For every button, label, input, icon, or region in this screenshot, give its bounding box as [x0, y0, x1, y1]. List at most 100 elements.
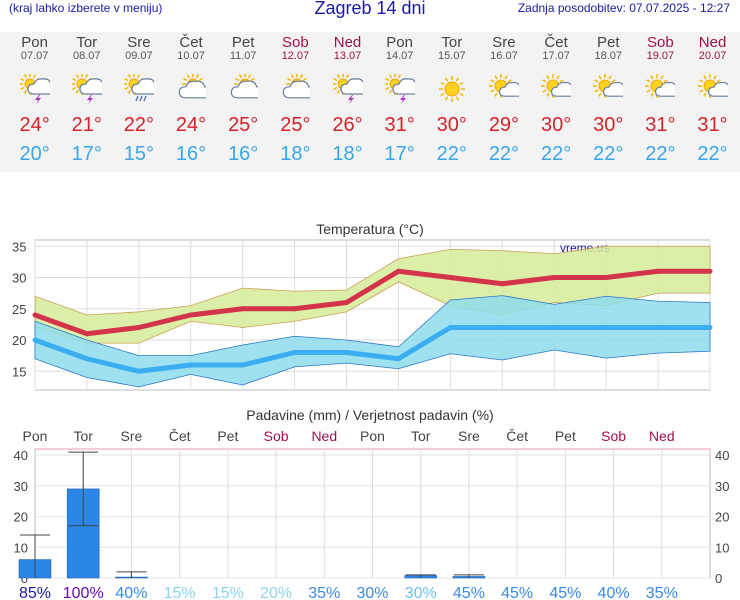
y-tick-label-right: 10	[715, 540, 729, 555]
max-temperature: 26°	[332, 114, 363, 136]
sun-cloud-thunder-icon	[19, 74, 50, 104]
day-name: Pet	[231, 34, 255, 51]
max-temp-point	[499, 281, 505, 287]
x-tick-label: Sob	[601, 428, 626, 444]
max-temp-point	[395, 268, 401, 274]
max-temp-point	[188, 312, 194, 318]
probability-label: 35%	[646, 585, 678, 600]
day-name: Sre	[127, 34, 151, 51]
sun-cloud-thunder-icon	[332, 74, 363, 104]
x-tick-label: Čet	[506, 428, 528, 444]
min-temp-point	[603, 325, 609, 330]
day-date: 17.07	[542, 50, 570, 62]
min-temperature: 22°	[645, 143, 676, 165]
min-temperature: 22°	[488, 143, 520, 165]
max-temperature: 29°	[488, 114, 520, 136]
x-tick-label: Ned	[311, 428, 337, 444]
day-name: Tor	[441, 34, 463, 51]
max-temperature: 30°	[436, 114, 467, 136]
x-tick-label: Pon	[360, 428, 385, 444]
min-temp-point	[292, 350, 298, 355]
y-tick-label: 15	[12, 364, 26, 379]
day-name: Tor	[76, 34, 98, 51]
max-temperature: 24°	[19, 114, 50, 136]
max-temp-point	[136, 325, 142, 330]
sun-small-cloud-icon	[697, 74, 728, 98]
x-tick-label: Sre	[458, 428, 480, 444]
x-tick-label: Ned	[649, 428, 675, 444]
min-temp-point	[344, 350, 350, 355]
day-date: 13.07	[333, 50, 362, 62]
max-temperature: 25°	[280, 114, 311, 136]
min-temperature: 17°	[71, 143, 102, 165]
max-temp-point	[655, 268, 661, 274]
max-temp-point	[344, 300, 350, 305]
y-tick-label: 20	[12, 333, 26, 348]
day-name: Ned	[333, 34, 362, 51]
sun-small-cloud-icon	[541, 74, 572, 98]
chart-title: Padavine (mm) / Verjetnost padavin (%)	[246, 407, 493, 423]
day-date: 15.07	[438, 50, 466, 62]
min-temperature: 22°	[540, 143, 572, 165]
max-temperature: 24°	[175, 114, 207, 136]
sun-small-cloud-icon	[593, 74, 624, 98]
min-temperature: 16°	[228, 143, 259, 165]
probability-label: 15%	[212, 585, 244, 600]
max-temperature: 31°	[384, 114, 415, 136]
probability-label: 40%	[115, 585, 147, 600]
y-tick-label: 25	[12, 302, 26, 317]
day-date: 10.07	[177, 50, 205, 62]
max-temperature: 30°	[540, 114, 572, 136]
min-temp-point	[240, 362, 246, 368]
max-temperature: 31°	[645, 114, 676, 136]
min-temp-line	[34, 325, 710, 374]
y-tick-label-right: 30	[715, 479, 729, 494]
x-tick-label: Sob	[264, 428, 289, 444]
max-temperature: 25°	[228, 114, 259, 136]
day-name: Ned	[698, 34, 727, 51]
min-temperature: 16°	[175, 143, 207, 165]
day-name: Sre	[492, 34, 516, 51]
day-date: 20.07	[698, 50, 727, 62]
min-temp-point	[188, 362, 194, 368]
day-name: Sob	[647, 34, 674, 51]
min-temp-point	[447, 325, 453, 330]
min-temp-point	[136, 368, 142, 374]
daily-forecast-strip: Pon 07.07 24° 20° Tor 08.07 21° 17° Sre 09.07 22° 1…	[0, 32, 740, 172]
min-temp-point	[84, 356, 90, 362]
max-temp-point	[292, 306, 298, 312]
y-tick-label: 20	[14, 510, 28, 525]
probability-label: 45%	[549, 585, 581, 600]
max-temperature: 30°	[593, 114, 624, 136]
probability-label: 85%	[19, 585, 51, 600]
max-temp-point	[84, 331, 90, 337]
min-temperature: 20°	[19, 143, 50, 165]
x-tick-label: Čet	[169, 428, 191, 444]
max-temp-point	[603, 275, 609, 280]
max-temperature: 21°	[71, 114, 102, 136]
day-name: Sob	[281, 34, 309, 51]
day-date: 08.07	[72, 50, 101, 62]
max-temp-line	[34, 268, 710, 337]
day-date: 11.07	[229, 50, 257, 62]
x-tick-label: Tor	[73, 428, 93, 444]
y-tick-label: 0	[21, 571, 28, 586]
y-tick-label: 40	[14, 448, 28, 463]
page-title: Zagreb 14 dni	[314, 0, 426, 18]
max-temp-point	[240, 306, 246, 312]
location-menu-hint[interactable]: (kraj lahko izberete v meniju)	[9, 1, 163, 15]
x-tick-label: Pet	[555, 428, 576, 444]
probability-label: 15%	[164, 585, 196, 600]
precipitation-chart: Padavine (mm) / Verjetnost padavin (%) 0 0…	[14, 407, 730, 600]
min-temperature: 22°	[593, 143, 624, 165]
day-date: 14.07	[385, 50, 414, 62]
probability-label: 30%	[405, 585, 437, 600]
max-temperature: 31°	[697, 114, 728, 136]
max-temperature: 22°	[123, 114, 155, 136]
y-tick-label: 30	[14, 479, 28, 494]
min-temperature: 17°	[384, 143, 415, 165]
probability-label: 20%	[260, 585, 292, 600]
y-tick-label-right: 20	[715, 510, 729, 525]
probability-label: 30%	[356, 585, 388, 600]
